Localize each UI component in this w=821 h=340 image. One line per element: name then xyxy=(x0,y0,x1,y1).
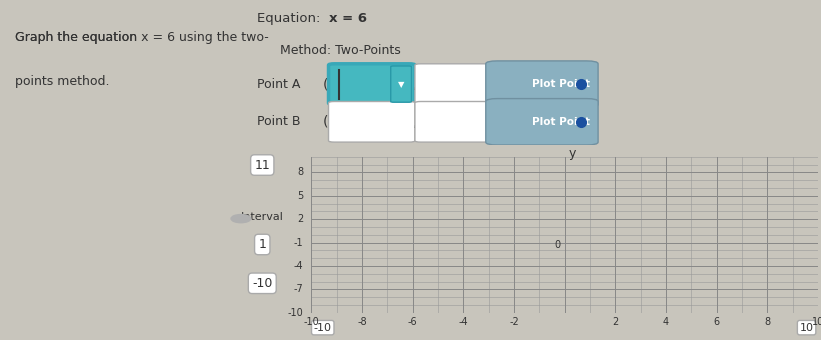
Text: -8: -8 xyxy=(357,317,367,327)
Text: -6: -6 xyxy=(408,317,417,327)
Text: y: y xyxy=(569,147,576,160)
Text: 6: 6 xyxy=(713,317,720,327)
Text: 1: 1 xyxy=(259,238,266,251)
Text: Graph the equation: Graph the equation xyxy=(15,31,141,44)
Text: Plot Point: Plot Point xyxy=(532,117,589,127)
Text: 11: 11 xyxy=(255,158,270,172)
Text: 4: 4 xyxy=(663,317,669,327)
Text: 0: 0 xyxy=(554,240,560,250)
Text: points method.: points method. xyxy=(15,75,109,88)
Text: (: ( xyxy=(323,115,328,129)
Text: Method: Two-Points: Method: Two-Points xyxy=(280,44,401,56)
Text: 8: 8 xyxy=(764,317,770,327)
Text: 2: 2 xyxy=(297,214,304,224)
Text: Equation:: Equation: xyxy=(256,12,324,24)
FancyBboxPatch shape xyxy=(415,64,490,104)
Text: Interval: Interval xyxy=(241,212,284,222)
Text: -4: -4 xyxy=(294,261,304,271)
Text: 10: 10 xyxy=(812,317,821,327)
FancyBboxPatch shape xyxy=(391,66,411,102)
Text: x = 6: x = 6 xyxy=(328,12,366,24)
Text: Plot Point: Plot Point xyxy=(532,79,589,89)
FancyBboxPatch shape xyxy=(415,102,490,142)
Text: Graph the equation ​x = 6 using the two-: Graph the equation ​x = 6 using the two- xyxy=(15,31,268,44)
FancyBboxPatch shape xyxy=(328,64,415,104)
Text: -4: -4 xyxy=(458,317,468,327)
Text: ,: , xyxy=(413,115,418,129)
Text: 10: 10 xyxy=(800,323,814,333)
Text: Point A: Point A xyxy=(256,78,300,90)
Text: ,: , xyxy=(413,77,418,91)
Text: -10: -10 xyxy=(288,308,304,318)
Text: ): ) xyxy=(486,115,491,129)
Text: -10: -10 xyxy=(304,317,319,327)
FancyBboxPatch shape xyxy=(328,102,415,142)
FancyBboxPatch shape xyxy=(486,99,598,145)
Text: -10: -10 xyxy=(252,277,273,290)
Text: ▼: ▼ xyxy=(398,80,405,89)
Text: -10: -10 xyxy=(314,323,332,333)
Text: 8: 8 xyxy=(297,167,304,177)
Text: 5: 5 xyxy=(297,191,304,201)
Text: ): ) xyxy=(486,77,491,91)
Text: (: ( xyxy=(323,77,328,91)
Text: -1: -1 xyxy=(294,238,304,248)
Text: -7: -7 xyxy=(294,285,304,294)
FancyBboxPatch shape xyxy=(486,61,598,107)
Text: 2: 2 xyxy=(612,317,618,327)
Text: -2: -2 xyxy=(509,317,519,327)
Text: Point B: Point B xyxy=(256,115,300,128)
